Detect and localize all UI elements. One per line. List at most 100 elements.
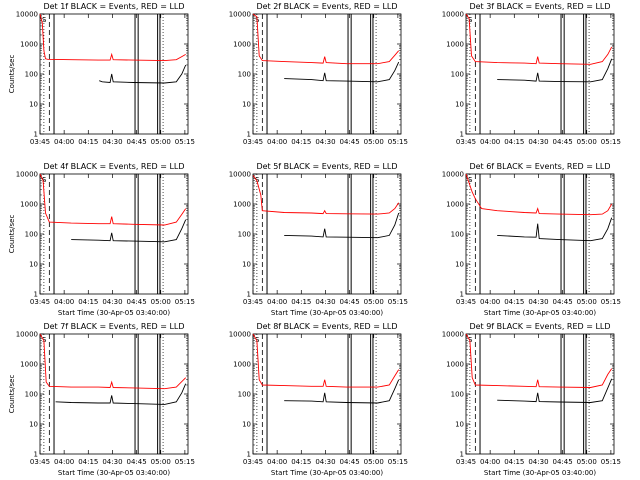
x-tick-label: 04:45 xyxy=(126,138,146,146)
x-tick-label: 03:45 xyxy=(30,138,50,146)
x-axis-label: Start Time (30-Apr-05 03:40:00) xyxy=(58,469,170,477)
x-axis-label: Start Time (30-Apr-05 03:40:00) xyxy=(271,309,383,317)
plot-frame xyxy=(465,13,615,135)
x-tick-label: 04:00 xyxy=(267,458,287,466)
y-tick-label: 100 xyxy=(25,391,38,399)
plot-frame xyxy=(252,13,402,135)
chart-panel-7: Det 7f BLACK = Events, RED = LLD S 1 10 100 1… xyxy=(8,322,195,477)
y-tick-label: 1 xyxy=(34,451,38,459)
x-tick-label: 04:45 xyxy=(339,298,359,306)
series-events-line xyxy=(284,379,400,404)
x-tick-label: 03:45 xyxy=(456,298,476,306)
x-tick-label: 04:15 xyxy=(78,298,98,306)
x-tick-label: 03:45 xyxy=(456,458,476,466)
chart-title: Det 1f BLACK = Events, RED = LLD xyxy=(43,2,184,11)
corner-label: S xyxy=(255,176,260,184)
y-tick-label: 10 xyxy=(455,261,464,269)
x-tick-label: 04:45 xyxy=(552,458,572,466)
x-tick-label: 04:15 xyxy=(504,138,524,146)
x-tick-label: 05:00 xyxy=(364,458,384,466)
plot-frame xyxy=(39,13,189,135)
corner-label: S xyxy=(468,336,473,344)
y-tick-label: 100 xyxy=(238,71,251,79)
y-tick-label: 1000 xyxy=(446,361,464,369)
y-tick-label: 10000 xyxy=(16,171,38,179)
series-events-line xyxy=(497,217,613,242)
corner-label: S xyxy=(42,176,47,184)
series-lld-line xyxy=(465,173,613,216)
x-tick-label: 05:00 xyxy=(364,138,384,146)
x-tick-label: 04:00 xyxy=(267,298,287,306)
y-tick-label: 100 xyxy=(451,71,464,79)
y-tick-label: 1000 xyxy=(446,41,464,49)
y-tick-label: 1000 xyxy=(233,361,251,369)
y-tick-label: 10000 xyxy=(229,171,251,179)
y-tick-label: 10000 xyxy=(16,11,38,19)
chart-title: Det 7f BLACK = Events, RED = LLD xyxy=(43,322,184,331)
corner-label: S xyxy=(255,336,260,344)
x-tick-label: 04:00 xyxy=(480,298,500,306)
x-tick-label: 04:30 xyxy=(528,458,548,466)
plot-frame xyxy=(39,333,189,455)
y-tick-label: 100 xyxy=(238,231,251,239)
y-tick-label: 100 xyxy=(451,231,464,239)
chart-panel-8: Det 8f BLACK = Events, RED = LLD S 1 10 100 1… xyxy=(229,322,408,477)
series-events-line xyxy=(497,58,613,83)
x-tick-label: 05:00 xyxy=(364,298,384,306)
chart-title: Det 2f BLACK = Events, RED = LLD xyxy=(256,2,397,11)
chart-panel-4: Det 4f BLACK = Events, RED = LLD S 1 10 100 1… xyxy=(8,162,195,317)
x-tick-label: 05:00 xyxy=(577,138,597,146)
series-lld-line xyxy=(465,333,613,388)
chart-title: Det 5f BLACK = Events, RED = LLD xyxy=(256,162,397,171)
x-tick-label: 04:45 xyxy=(552,298,572,306)
y-tick-label: 1 xyxy=(247,291,251,299)
x-tick-label: 04:00 xyxy=(54,298,74,306)
y-tick-label: 10000 xyxy=(229,331,251,339)
series-lld-line xyxy=(39,173,187,226)
y-tick-label: 1 xyxy=(460,451,464,459)
series-lld-line xyxy=(252,333,400,388)
x-tick-label: 05:15 xyxy=(175,138,195,146)
corner-label: S xyxy=(468,176,473,184)
x-tick-label: 05:15 xyxy=(601,458,621,466)
chart-title: Det 4f BLACK = Events, RED = LLD xyxy=(43,162,184,171)
x-tick-label: 04:30 xyxy=(102,298,122,306)
y-tick-label: 10 xyxy=(29,421,38,429)
x-tick-label: 05:15 xyxy=(388,138,408,146)
chart-panel-6: Det 6f BLACK = Events, RED = LLD S 1 10 100 1… xyxy=(442,162,621,317)
series-lld-line xyxy=(39,333,187,390)
x-tick-label: 03:45 xyxy=(456,138,476,146)
y-tick-label: 1 xyxy=(247,131,251,139)
chart-title: Det 8f BLACK = Events, RED = LLD xyxy=(256,322,397,331)
series-lld-line xyxy=(39,13,186,62)
chart-title: Det 3f BLACK = Events, RED = LLD xyxy=(469,2,610,11)
x-tick-label: 04:00 xyxy=(480,138,500,146)
series-lld-line xyxy=(252,13,400,65)
plot-frame xyxy=(465,173,615,295)
y-tick-label: 1000 xyxy=(20,41,38,49)
y-tick-label: 10 xyxy=(242,101,251,109)
x-tick-label: 04:00 xyxy=(267,138,287,146)
series-events-line xyxy=(284,61,400,83)
y-tick-label: 1000 xyxy=(20,361,38,369)
x-tick-label: 04:15 xyxy=(504,458,524,466)
chart-panel-3: Det 3f BLACK = Events, RED = LLD S 1 10 100 1… xyxy=(442,2,621,146)
y-axis-label: Counts/sec xyxy=(8,375,16,414)
chart-title: Det 9f BLACK = Events, RED = LLD xyxy=(469,322,610,331)
y-tick-label: 1 xyxy=(34,131,38,139)
x-tick-label: 03:45 xyxy=(243,458,263,466)
plot-frame xyxy=(465,333,615,455)
x-tick-label: 04:30 xyxy=(102,138,122,146)
y-tick-label: 1 xyxy=(460,131,464,139)
y-tick-label: 100 xyxy=(238,391,251,399)
x-tick-label: 04:45 xyxy=(339,458,359,466)
y-tick-label: 1 xyxy=(247,451,251,459)
x-tick-label: 04:45 xyxy=(552,138,572,146)
corner-label: S xyxy=(42,16,47,24)
x-tick-label: 04:45 xyxy=(126,298,146,306)
y-tick-label: 1000 xyxy=(233,41,251,49)
x-tick-label: 04:15 xyxy=(504,298,524,306)
y-axis-label: Counts/sec xyxy=(8,55,16,94)
y-tick-label: 10 xyxy=(455,101,464,109)
